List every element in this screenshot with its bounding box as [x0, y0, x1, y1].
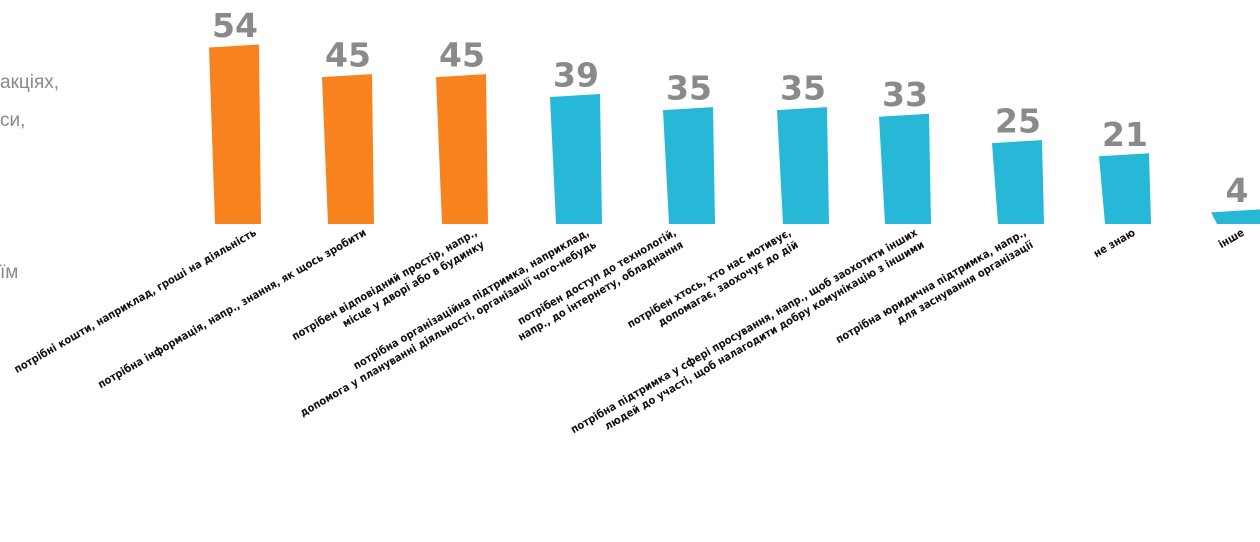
value-label-1: 54 — [212, 6, 258, 45]
value-label-4: 39 — [553, 55, 599, 94]
bar-8 — [992, 140, 1044, 224]
category-label-9-line-1: не знаю — [1091, 226, 1138, 260]
category-label-3: потрібен відповідний простір, напр.,місц… — [290, 226, 487, 343]
category-label-1: потрібні кошти, наприклад, гроші на діял… — [12, 226, 259, 376]
value-label-10: 4 — [1226, 171, 1249, 210]
side-text-line-2: си, — [0, 110, 26, 131]
value-label-6: 35 — [780, 69, 826, 108]
bar-4 — [550, 93, 602, 224]
bar-2 — [322, 74, 374, 225]
category-label-1-line-1: потрібні кошти, наприклад, гроші на діял… — [12, 226, 259, 376]
bar-3 — [436, 74, 488, 225]
category-label-10: інше — [1216, 226, 1247, 251]
bar-7 — [879, 113, 931, 224]
value-label-8: 25 — [995, 102, 1041, 141]
value-label-2: 45 — [325, 36, 371, 75]
category-label-8: потрібна юридична підтримка, напр.,для з… — [834, 226, 1037, 346]
side-text-line-1: акціях, — [0, 72, 60, 93]
value-label-3: 45 — [439, 36, 485, 75]
bar-6 — [777, 107, 829, 224]
bar-1 — [209, 44, 261, 224]
category-label-10-line-1: інше — [1216, 226, 1247, 251]
side-text-line-3: їм — [0, 262, 19, 283]
bar-9 — [1099, 153, 1151, 224]
value-label-5: 35 — [666, 69, 712, 108]
value-label-9: 21 — [1102, 115, 1148, 154]
bar-10 — [1211, 209, 1260, 224]
bar-5 — [663, 107, 715, 224]
category-label-9: не знаю — [1091, 226, 1138, 260]
value-label-7: 33 — [882, 75, 928, 114]
